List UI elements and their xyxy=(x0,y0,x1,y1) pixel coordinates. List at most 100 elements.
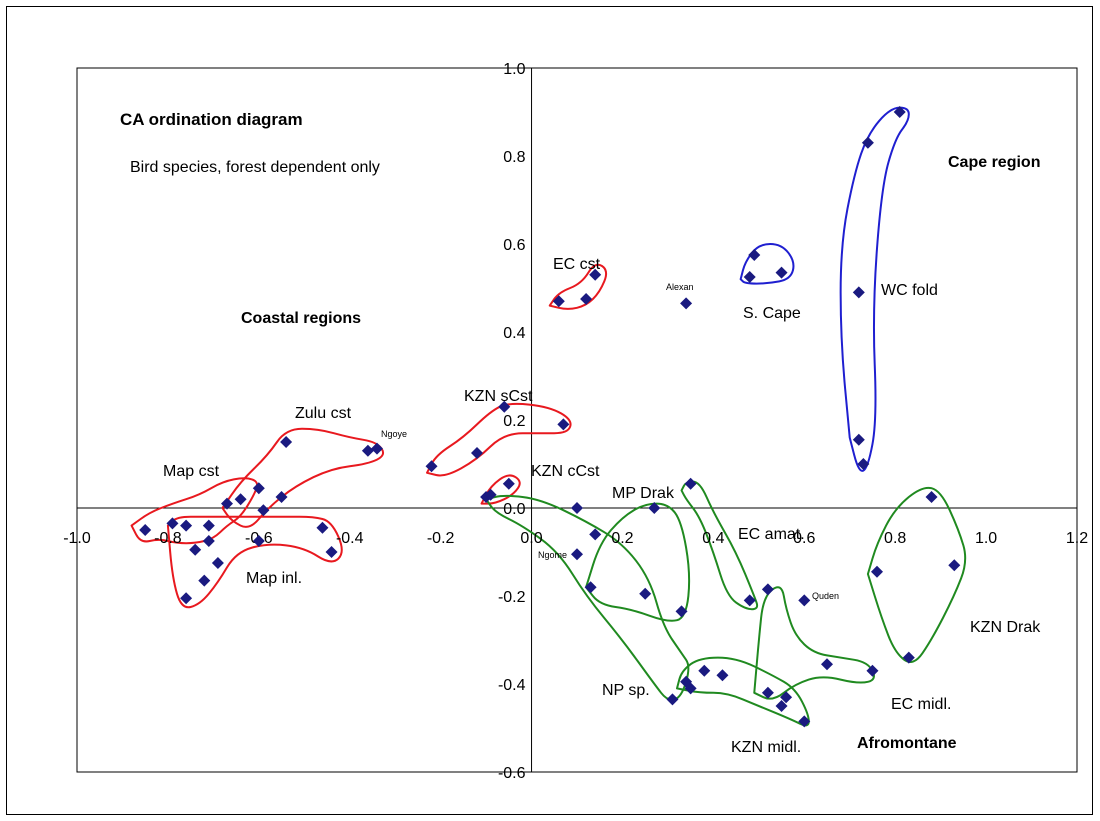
y-tick-label: 1.0 xyxy=(503,61,525,78)
data-point xyxy=(798,594,811,607)
label-kzn-ccst: KZN cCst xyxy=(531,463,600,480)
data-point xyxy=(234,493,247,506)
chart-title: CA ordination diagram xyxy=(120,110,303,129)
x-tick-label: -1.0 xyxy=(63,530,91,547)
y-tick-label: -0.4 xyxy=(498,677,526,694)
group-outline-afromontane xyxy=(866,486,967,663)
data-point xyxy=(775,700,788,712)
data-point xyxy=(648,502,661,514)
data-point xyxy=(325,546,338,558)
data-point xyxy=(902,651,915,664)
y-tick-label: 0.8 xyxy=(503,149,525,166)
data-point xyxy=(166,517,179,530)
y-tick-label: 0.6 xyxy=(503,237,525,254)
data-point xyxy=(571,502,583,514)
data-point xyxy=(211,557,224,569)
data-point xyxy=(471,447,483,459)
data-point xyxy=(425,460,438,473)
label-s-cape: S. Cape xyxy=(743,305,801,322)
data-point xyxy=(202,535,215,547)
data-point xyxy=(852,433,865,446)
y-tick-label: 0.4 xyxy=(503,325,525,342)
label-ec-midl: EC midl. xyxy=(891,696,951,713)
label-kzn-scst: KZN sCst xyxy=(464,388,533,405)
data-point xyxy=(639,587,652,600)
data-point xyxy=(861,136,874,149)
data-point xyxy=(893,106,906,118)
data-point xyxy=(252,535,265,547)
data-point xyxy=(698,664,711,677)
data-point xyxy=(180,592,193,605)
x-tick-label: 0.2 xyxy=(611,530,633,547)
data-point xyxy=(275,491,288,503)
y-tick-labels: -0.6 -0.4 -0.2 0.0 0.2 0.4 0.6 0.8 1.0 xyxy=(498,61,526,782)
data-point xyxy=(552,295,565,308)
data-point xyxy=(280,436,293,448)
y-tick-label: -0.6 xyxy=(498,765,526,782)
x-tick-label: 1.0 xyxy=(975,530,997,547)
label-wc-fold: WC fold xyxy=(881,282,938,299)
data-point xyxy=(948,559,961,572)
data-point xyxy=(675,605,688,618)
data-point xyxy=(189,543,202,556)
data-point xyxy=(484,488,497,501)
data-point xyxy=(252,482,265,495)
group-outline-afromontane xyxy=(676,656,810,727)
data-point xyxy=(748,249,761,261)
data-point xyxy=(852,286,865,299)
label-zulu-cst: Zulu cst xyxy=(295,405,352,422)
data-point xyxy=(761,583,774,596)
data-point xyxy=(589,528,602,541)
data-point xyxy=(198,574,211,587)
data-point xyxy=(775,266,788,279)
data-point xyxy=(498,400,511,413)
y-tick-label: -0.2 xyxy=(498,589,526,606)
chart-subtitle: Bird species, forest dependent only xyxy=(130,159,380,176)
data-point xyxy=(925,491,938,503)
x-tick-label: 0.4 xyxy=(702,530,724,547)
label-kzn-midl: KZN midl. xyxy=(731,739,801,756)
group-outline-afromontane xyxy=(585,502,691,622)
data-point xyxy=(666,693,679,706)
x-tick-label: 0.6 xyxy=(793,530,815,547)
label-ngoye: Ngoye xyxy=(381,429,407,439)
group-outline-afromontane xyxy=(485,494,690,701)
plot-area-border xyxy=(76,67,1078,773)
group-outline-coastal xyxy=(130,477,259,545)
data-point xyxy=(139,524,152,536)
data-point xyxy=(680,297,693,310)
data-point xyxy=(743,271,756,283)
data-point xyxy=(780,691,793,704)
label-coastal-regions: Coastal regions xyxy=(241,310,361,327)
x-tick-label: 0.0 xyxy=(520,530,542,547)
y-tick-label: 0.2 xyxy=(503,413,525,430)
group-outline-coastal xyxy=(548,263,608,310)
x-tick-label: -0.4 xyxy=(336,530,364,547)
label-kzn-drak: KZN Drak xyxy=(970,619,1041,636)
group-outlines xyxy=(130,106,967,727)
x-tick-labels: -1.0-0.8-0.6-0.4-0.20.00.20.40.60.81.01.… xyxy=(63,530,1088,547)
data-points xyxy=(139,106,961,728)
label-alexan: Alexan xyxy=(666,282,694,292)
data-point xyxy=(371,442,383,455)
data-point xyxy=(761,686,774,699)
data-point xyxy=(866,664,879,677)
y-tick-label: 0.0 xyxy=(503,501,525,518)
chart-frame xyxy=(6,6,1093,815)
data-point xyxy=(557,418,570,431)
data-point xyxy=(871,565,883,578)
data-point xyxy=(857,458,870,470)
label-ngome: Ngome xyxy=(538,550,567,560)
data-point xyxy=(257,504,270,517)
label-afromontane: Afromontane xyxy=(857,735,957,752)
group-outline-coastal xyxy=(426,402,572,477)
group-outline-afromontane xyxy=(753,586,875,700)
x-tick-label: 0.8 xyxy=(884,530,906,547)
data-point xyxy=(202,519,215,532)
group-outline-cape xyxy=(839,106,910,472)
label-cape-region: Cape region xyxy=(948,154,1040,171)
label-ec-amat: EC amat. xyxy=(738,526,805,543)
data-point xyxy=(798,715,811,728)
data-point xyxy=(580,293,593,305)
